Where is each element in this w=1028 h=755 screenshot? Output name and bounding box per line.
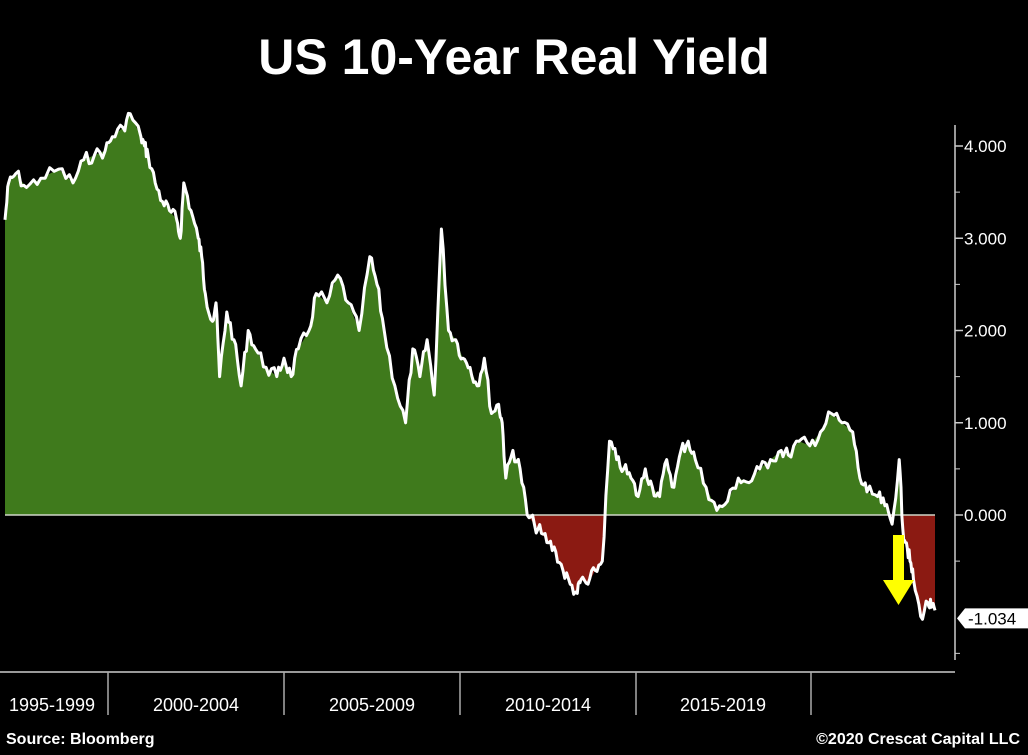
last-value-tag (957, 608, 1028, 629)
chart-title: US 10-Year Real Yield (258, 29, 770, 85)
source-note: Source: Bloomberg (6, 731, 155, 748)
y-tick-label: 3.000 (964, 229, 1007, 248)
copyright-note: ©2020 Crescat Capital LLC (816, 731, 1020, 748)
last-value-label: -1.034 (968, 609, 1016, 628)
down-arrow-icon (883, 535, 914, 605)
y-axis: 4.000 3.000 2.000 1.000 0.000 -1.034 (954, 125, 1028, 660)
area-layer (5, 113, 935, 617)
x-tick-label: 2000-2004 (153, 695, 239, 715)
x-axis: 1995-1999 2000-2004 2005-2009 2010-2014 2015… (0, 671, 955, 715)
line-layer (3, 111, 937, 621)
positive-area (605, 413, 889, 515)
annotation-layer (883, 535, 914, 605)
series-line (3, 111, 937, 621)
y-tick-label: 0.000 (964, 506, 1007, 525)
x-tick-label: 2005-2009 (329, 695, 415, 715)
y-tick-label: 2.000 (964, 322, 1007, 341)
y-tick-label: 1.000 (964, 414, 1007, 433)
x-tick-label: 2010-2014 (505, 695, 591, 715)
positive-area (5, 113, 528, 515)
y-tick-label: 4.000 (964, 137, 1007, 156)
negative-area (902, 515, 935, 617)
x-tick-label: 1995-1999 (9, 695, 95, 715)
x-tick-label: 2015-2019 (680, 695, 766, 715)
